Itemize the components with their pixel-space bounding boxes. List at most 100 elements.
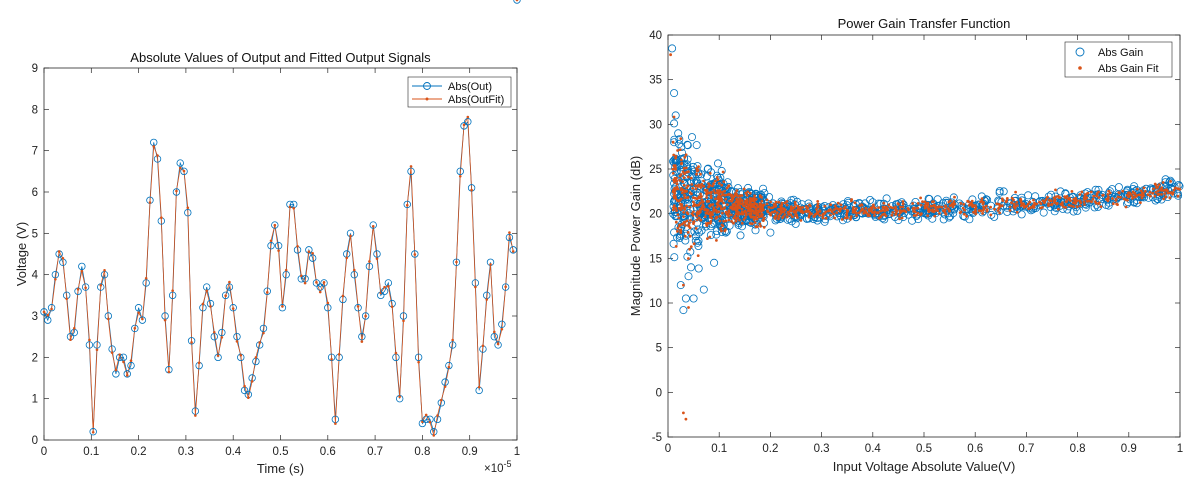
abs-gain-fit-point [1122, 197, 1126, 201]
abs-gain-fit-point [926, 214, 930, 218]
abs-gain-fit-point [1106, 196, 1110, 200]
abs-gain-fit-point [710, 190, 713, 194]
abs-gain-fit-point [794, 203, 797, 206]
abs-gain-fit-point [815, 212, 819, 216]
abs-out-point [187, 337, 196, 345]
abs-gain-fit-point [685, 219, 689, 223]
abs-gain-fit-point [1157, 192, 1161, 196]
abs-gain-point [785, 214, 794, 223]
abs-outfit-point [300, 274, 303, 278]
abs-gain-fit-point [725, 203, 729, 207]
abs-gain-fit-point [1163, 192, 1167, 195]
abs-gain-fit-point [734, 219, 738, 223]
abs-gain-fit-point [920, 212, 923, 216]
abs-gain-fit-point [713, 191, 717, 195]
abs-gain-fit-point [843, 216, 847, 220]
abs-gain-fit-point [938, 205, 941, 209]
abs-gain-fit-point [846, 216, 849, 220]
abs-gain-fit-point [925, 205, 929, 209]
abs-gain-point [669, 239, 678, 248]
chart1-x-exponent: ×10-5 [484, 459, 512, 475]
abs-gain-fit-point [1116, 195, 1120, 199]
abs-gain-fit-point [1033, 201, 1036, 205]
abs-out-point [180, 167, 188, 176]
abs-gain-fit-point [891, 211, 895, 214]
abs-gain-fit-point [676, 213, 680, 217]
abs-gain-fit-point [709, 214, 712, 218]
abs-gain-point [922, 210, 931, 219]
abs-gain-fit-point [750, 203, 753, 207]
abs-gain-fit-point [720, 229, 723, 233]
chart1-x-tick-label: 0.3 [178, 446, 194, 458]
abs-gain-fit-point [835, 211, 839, 215]
abs-gain-fit-point [782, 210, 786, 214]
abs-gain-fit-point [915, 213, 918, 217]
abs-gain-point [1090, 203, 1099, 212]
abs-gain-fit-point [769, 200, 772, 204]
abs-gain-point [670, 253, 679, 262]
abs-out-point [40, 308, 48, 316]
abs-gain-point [1161, 175, 1170, 184]
abs-gain-fit-point [1169, 180, 1172, 183]
abs-gain-fit-point [1162, 197, 1166, 201]
abs-gain-fit-point [1154, 184, 1158, 187]
abs-gain-fit-point [1067, 203, 1071, 207]
abs-gain-fit-point [705, 224, 709, 228]
abs-gain-fit-point [1046, 195, 1049, 199]
abs-gain-point [694, 168, 703, 177]
abs-gain-fit-point [671, 171, 675, 175]
abs-outfit-point [281, 305, 284, 308]
abs-gain-fit-point [702, 179, 705, 183]
abs-gain-fit-point [780, 209, 783, 213]
abs-gain-fit-point [863, 210, 867, 214]
abs-gain-fit-point [798, 206, 802, 210]
abs-out-point [498, 320, 506, 328]
abs-outfit-point [296, 244, 299, 248]
abs-gain-fit-point [723, 193, 727, 197]
abs-gain-fit-point [1075, 205, 1079, 209]
abs-gain-fit-point [1078, 204, 1082, 208]
abs-gain-fit-point [849, 215, 853, 219]
abs-out-point [44, 316, 52, 324]
abs-outfit-point [311, 252, 314, 255]
abs-outfit-point [341, 294, 345, 298]
abs-gain-fit-point [672, 178, 676, 182]
abs-gain-fit-point [891, 206, 895, 210]
abs-gain-fit-point [962, 203, 966, 206]
abs-gain-point [671, 163, 680, 172]
abs-gain-fit-point [702, 184, 706, 188]
abs-outfit-point [76, 287, 80, 291]
abs-gain-fit-point [934, 208, 938, 212]
abs-gain-fit-point [717, 196, 721, 200]
abs-gain-fit-point [680, 158, 683, 162]
abs-gain-fit-point [684, 166, 688, 170]
abs-gain-fit-point [827, 208, 831, 212]
abs-outfit-point [80, 269, 84, 273]
abs-gain-fit-point [752, 196, 756, 200]
abs-outfit-point [360, 340, 364, 343]
abs-gain-point [987, 210, 996, 219]
abs-gain-fit-point [732, 221, 735, 225]
abs-gain-fit-point [1072, 205, 1075, 209]
abs-gain-fit-point [1041, 199, 1045, 203]
abs-gain-fit-point [682, 211, 686, 214]
abs-gain-fit-point [952, 200, 956, 203]
abs-gain-fit-point [761, 219, 765, 223]
chart1-y-tick-label: 4 [32, 270, 39, 282]
abs-gain-point [999, 187, 1008, 196]
abs-gain-fit-point [705, 193, 709, 196]
abs-gain-fit-point [688, 226, 692, 230]
abs-gain-fit-point [775, 211, 779, 215]
abs-outfit-point [231, 307, 235, 310]
abs-outfit-point [88, 338, 91, 342]
abs-gain-point [925, 195, 934, 204]
abs-gain-fit-point [796, 216, 799, 219]
abs-outfit-point [95, 348, 99, 352]
abs-gain-point [995, 187, 1004, 196]
abs-gain-point [670, 119, 679, 128]
abs-gain-fit-point [832, 208, 836, 212]
abs-out-point [267, 242, 275, 250]
abs-gain-fit-point [687, 222, 691, 225]
abs-gain-fit-point [1143, 189, 1147, 193]
